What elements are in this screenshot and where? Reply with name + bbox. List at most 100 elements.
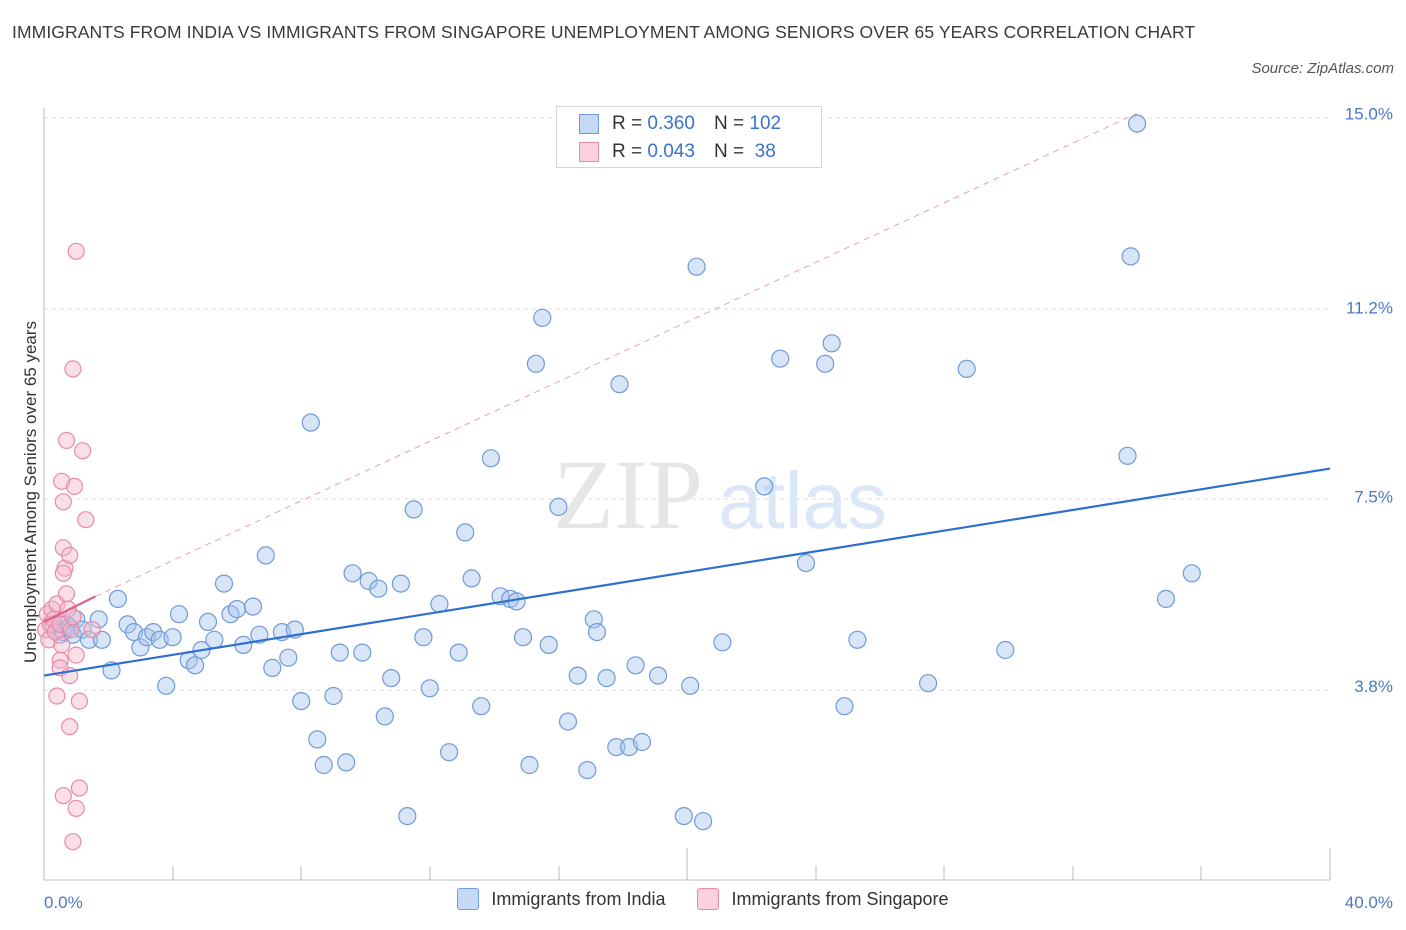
singapore-point [62, 620, 80, 639]
india-point [205, 630, 224, 649]
india-point [163, 628, 182, 647]
india-point [292, 691, 311, 711]
n-label: N = [714, 113, 750, 134]
india-point [957, 359, 976, 378]
singapore-n: N = 38 [714, 141, 776, 163]
india-point [440, 743, 459, 762]
r-value: 0.043 [647, 141, 695, 162]
singapore-trend-line [43, 595, 96, 623]
india-point [848, 630, 867, 649]
india-point [314, 755, 333, 775]
singapore-swatch [579, 142, 599, 162]
r-value: 0.360 [647, 113, 695, 134]
india-point [382, 668, 401, 688]
india-point [1121, 247, 1140, 266]
y-tick-labels: 3.8% 7.5% 11.2% 15.0% [1345, 104, 1393, 695]
singapore-point [64, 360, 82, 378]
india-point [558, 712, 578, 731]
india-point [449, 643, 468, 662]
india-point [250, 625, 269, 644]
singapore-point [54, 564, 72, 582]
india-point [89, 610, 108, 629]
singapore-point [53, 636, 71, 654]
watermark-atlas: atlas [718, 456, 887, 545]
india-point [353, 643, 372, 662]
india-point [404, 500, 423, 519]
india-point [391, 574, 410, 593]
singapore-point [48, 687, 66, 705]
india-point [1182, 564, 1201, 583]
india-point [308, 730, 327, 749]
legend-item-singapore[interactable]: Immigrants from Singapore [697, 888, 949, 910]
india-point [227, 599, 246, 619]
singapore-point [67, 242, 85, 260]
n-label: N = [714, 141, 750, 162]
india-point [626, 656, 645, 675]
india-point [996, 640, 1015, 660]
india-point [674, 806, 693, 826]
r-label: R = [612, 141, 648, 162]
stats-row-india: R = 0.360 N = 102 [579, 111, 781, 137]
india-point [263, 658, 282, 678]
x-axis-ticks [172, 848, 1331, 880]
legend-label-india: Immigrants from India [491, 888, 666, 909]
singapore-point [57, 431, 76, 449]
india-point [375, 707, 394, 726]
india-point [816, 354, 835, 373]
singapore-point [73, 442, 92, 460]
singapore-point [83, 620, 101, 639]
india-point [324, 686, 343, 706]
india-point [456, 523, 475, 542]
india-point [472, 697, 491, 716]
india-point [687, 257, 706, 276]
legend-swatch-singapore [697, 888, 720, 910]
india-point [578, 760, 597, 780]
india-point [481, 449, 500, 468]
singapore-point [64, 833, 82, 851]
india-point [1156, 589, 1176, 609]
india-point [796, 553, 816, 573]
india-point [822, 334, 841, 353]
india-point [79, 630, 99, 649]
india-point [369, 579, 388, 598]
stats-legend: R = 0.360 N = 102 R = 0.043 N = 38 [556, 106, 822, 168]
india-point [420, 679, 439, 698]
x-tick-label-max: 40.0% [1345, 893, 1393, 912]
y-tick-label: 3.8% [1354, 677, 1393, 696]
india-point [398, 806, 417, 826]
singapore-point [61, 718, 79, 736]
india-point [256, 546, 275, 565]
singapore-r: R = 0.043 [612, 141, 714, 163]
india-point [359, 571, 378, 591]
stats-row-singapore: R = 0.043 N = 38 [579, 139, 776, 165]
india-point [1118, 446, 1137, 465]
n-value: 102 [749, 113, 782, 134]
india-n: N = 102 [714, 113, 781, 135]
india-point [533, 308, 552, 327]
india-r: R = 0.360 [612, 113, 714, 135]
y-tick-label: 15.0% [1345, 104, 1393, 123]
india-points [44, 114, 1201, 831]
legend-swatch-india [457, 888, 480, 910]
x-tick-label-min: 0.0% [44, 893, 83, 912]
india-point [693, 812, 713, 831]
india-point [681, 676, 700, 695]
india-point [568, 666, 587, 685]
india-point [301, 413, 320, 432]
r-label: R = [612, 113, 648, 134]
singapore-point [54, 787, 72, 805]
watermark-zip: ZIP [553, 439, 703, 550]
reference-diagonal [95, 112, 1138, 597]
india-point [755, 477, 774, 496]
legend-item-india[interactable]: Immigrants from India [457, 888, 665, 910]
singapore-point [67, 799, 85, 818]
india-point [520, 755, 539, 775]
legend-label-singapore: Immigrants from Singapore [731, 888, 949, 909]
india-point [157, 676, 176, 695]
singapore-point [67, 646, 85, 664]
singapore-point [65, 477, 84, 495]
y-tick-label: 7.5% [1354, 488, 1393, 507]
singapore-point [53, 472, 71, 490]
series-legend: Immigrants from India Immigrants from Si… [0, 888, 1406, 910]
india-point [1127, 114, 1147, 133]
